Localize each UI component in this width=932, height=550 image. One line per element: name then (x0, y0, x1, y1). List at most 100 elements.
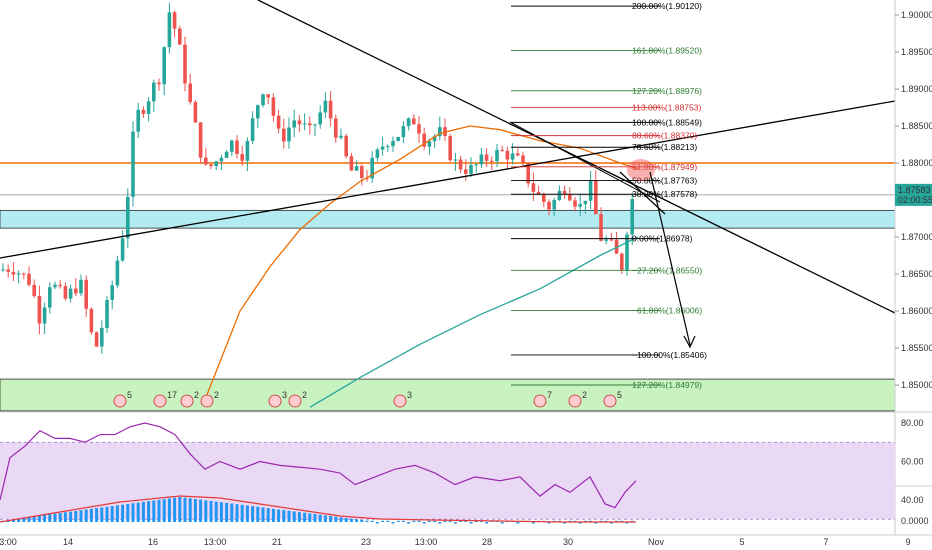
candle-body-50 (261, 94, 265, 106)
candle-body-91 (474, 164, 478, 166)
candle-body-1 (6, 269, 10, 272)
time-tick-1: 14 (63, 537, 73, 547)
candle-body-19 (100, 327, 104, 347)
candle-body-84 (438, 127, 442, 137)
macd-pane[interactable] (0, 495, 636, 524)
macd-bar-13 (69, 511, 73, 522)
macd-bar-29 (152, 500, 156, 522)
macd-bar-110 (573, 520, 577, 522)
time-tick-3: 13:00 (204, 537, 227, 547)
macd-bar-83 (433, 520, 437, 522)
price-pane[interactable]: 200.00%(1.90120) 161.80%(1.89520) 127.20%(… (0, 0, 932, 536)
candle-body-93 (484, 154, 489, 161)
event-badge-count-8: 2 (582, 390, 587, 400)
macd-bar-105 (547, 522, 551, 524)
macd-bar-16 (84, 509, 88, 522)
candle-body-121 (630, 199, 634, 235)
candle-body-71 (370, 157, 374, 179)
macd-bar-96 (500, 522, 504, 524)
candle-body-43 (224, 151, 229, 158)
fib-label-0: 200.00%(1.90120) (632, 1, 702, 11)
target-highlight-circle (627, 159, 655, 181)
macd-bar-73 (381, 520, 385, 522)
macd-bar-19 (100, 507, 104, 522)
macd-bar-63 (329, 516, 333, 522)
macd-bar-54 (282, 510, 286, 522)
candle-body-109 (568, 193, 572, 201)
candle-body-29 (152, 82, 156, 102)
price-tick-1: 1.89500 (901, 47, 932, 57)
macd-bar-23 (121, 504, 125, 522)
macd-bar-51 (266, 508, 270, 522)
candle-body-99 (516, 153, 520, 156)
candle-body-76 (396, 137, 400, 141)
macd-bar-92 (479, 520, 483, 522)
candle-body-108 (562, 190, 567, 194)
event-badge-count-9: 5 (617, 390, 622, 400)
current-price-tag (895, 183, 932, 206)
macd-bar-121 (630, 520, 634, 522)
candle-body-65 (339, 135, 343, 138)
macd-bar-67 (349, 518, 353, 522)
macd-bar-93 (485, 522, 489, 524)
event-badge-count-4: 3 (282, 390, 287, 400)
macd-bar-114 (594, 522, 598, 524)
candle-body-90 (469, 164, 473, 174)
macd-bar-78 (407, 522, 411, 524)
macd-bar-117 (609, 522, 613, 524)
candle-body-83 (432, 136, 437, 142)
price-axis[interactable]: 1.90000 1.89500 1.89000 1.88500 1.88000 1.875… (895, 10, 932, 526)
macd-bar-50 (261, 507, 265, 522)
candle-body-34 (178, 28, 182, 45)
macd-bar-47 (245, 505, 249, 522)
projection-arrowhead (683, 335, 696, 349)
candle-body-45 (235, 140, 239, 155)
fib-label-14: 127.20%(1.84979) (632, 380, 702, 390)
macd-bar-64 (334, 516, 338, 522)
macd-bar-118 (615, 520, 619, 522)
candle-body-44 (230, 140, 234, 152)
macd-bar-91 (474, 520, 478, 522)
macd-bar-76 (396, 520, 400, 522)
candle-body-22 (115, 260, 120, 286)
time-axis[interactable]: 3:00 14 16 13:00 21 23 13:00 28 30 Nov 5 7 9 (0, 537, 911, 547)
price-tick-0: 1.90000 (901, 10, 932, 20)
candle-body-49 (256, 105, 260, 119)
price-tick-2: 1.89000 (901, 84, 932, 94)
time-tick-9: Nov (648, 537, 665, 547)
macd-bar-69 (360, 519, 364, 522)
candle-body-89 (464, 169, 468, 174)
macd-bar-72 (375, 522, 379, 524)
macd-bar-36 (188, 498, 192, 522)
candle-body-37 (193, 102, 198, 123)
candle-body-42 (219, 157, 224, 162)
macd-tick-0: 0.0000 (901, 516, 929, 526)
moving-average-teal (309, 236, 639, 408)
macd-bar-90 (469, 522, 473, 524)
candle-body-2 (11, 271, 16, 275)
fib-label-12: −61.80%(1.86006) (632, 306, 702, 316)
macd-bar-58 (303, 512, 307, 522)
candle-body-46 (240, 154, 244, 161)
macd-bar-34 (178, 497, 182, 522)
macd-bar-31 (162, 499, 166, 522)
candle-body-8 (42, 307, 47, 324)
event-badge-count-3: 2 (214, 390, 219, 400)
macd-bar-17 (89, 508, 93, 522)
macd-bar-14 (74, 510, 78, 522)
macd-signal-line (0, 495, 636, 523)
macd-bar-2 (11, 519, 15, 522)
candle-body-88 (458, 159, 463, 170)
candle-body-60 (313, 124, 317, 126)
macd-bar-3 (17, 518, 21, 522)
macd-bar-74 (386, 520, 390, 522)
macd-bar-86 (448, 520, 452, 522)
time-tick-10: 5 (739, 537, 744, 547)
macd-bar-108 (563, 522, 567, 524)
candle-body-116 (604, 239, 608, 241)
event-badge-9 (603, 394, 617, 408)
candle-body-58 (302, 123, 307, 125)
event-badge-5 (288, 394, 302, 408)
candle-body-5 (27, 273, 31, 285)
